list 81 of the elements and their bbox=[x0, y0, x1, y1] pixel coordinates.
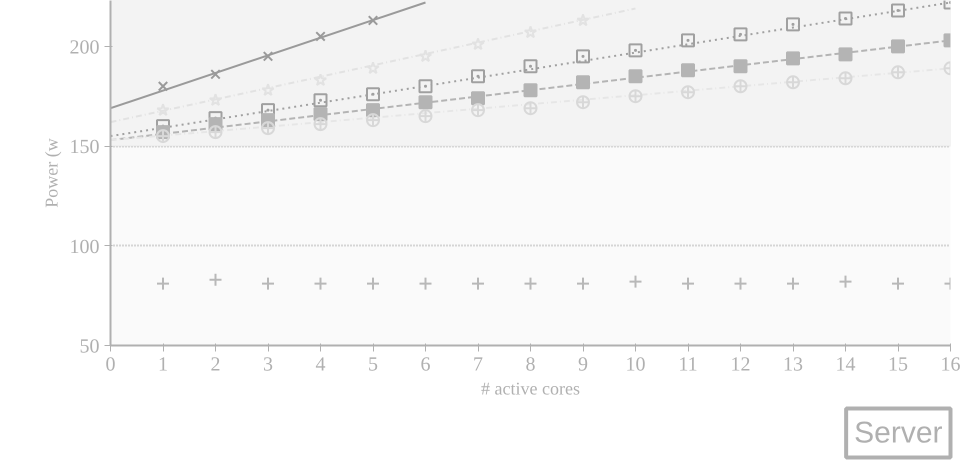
x-tick-label: 9 bbox=[578, 354, 588, 376]
x-axis-title: # active cores bbox=[481, 378, 580, 398]
point bbox=[576, 95, 590, 110]
point bbox=[366, 87, 380, 102]
point bbox=[628, 274, 642, 289]
point bbox=[838, 71, 852, 86]
point bbox=[471, 69, 485, 84]
point bbox=[681, 33, 695, 48]
point bbox=[156, 129, 170, 144]
point bbox=[366, 276, 380, 291]
y-tick-label: 150 bbox=[70, 136, 100, 158]
point bbox=[418, 79, 432, 94]
x-tick-label: 11 bbox=[678, 354, 698, 376]
point bbox=[786, 75, 800, 90]
x-tick-label: 4 bbox=[316, 354, 326, 376]
point bbox=[891, 39, 905, 54]
point bbox=[838, 11, 852, 26]
point bbox=[786, 51, 800, 66]
point bbox=[734, 27, 748, 42]
point bbox=[366, 113, 380, 128]
x-tick-label: 10 bbox=[626, 354, 646, 376]
point bbox=[368, 15, 378, 26]
point bbox=[734, 276, 748, 291]
point bbox=[838, 274, 852, 289]
point bbox=[156, 276, 170, 291]
point bbox=[418, 95, 432, 110]
point bbox=[681, 85, 695, 100]
x-tick-label: 12 bbox=[730, 354, 750, 376]
point bbox=[261, 276, 275, 291]
x-tick-label: 3 bbox=[263, 354, 273, 376]
point bbox=[734, 59, 748, 74]
text: Server bbox=[854, 416, 943, 450]
point bbox=[786, 17, 800, 32]
point bbox=[681, 276, 695, 291]
point bbox=[208, 272, 222, 287]
point bbox=[158, 81, 168, 92]
point bbox=[576, 49, 590, 64]
x-tick-label: 8 bbox=[526, 354, 536, 376]
x-tick-label: 16 bbox=[940, 354, 960, 376]
point bbox=[524, 276, 538, 291]
point bbox=[734, 79, 748, 94]
point bbox=[471, 276, 485, 291]
x-tick-label: 6 bbox=[420, 354, 430, 376]
y-axis-title: Power (w bbox=[42, 138, 62, 208]
point bbox=[891, 65, 905, 80]
x-tick-label: 0 bbox=[106, 354, 116, 376]
point bbox=[210, 69, 221, 80]
point bbox=[314, 117, 328, 132]
point bbox=[262, 51, 274, 62]
point bbox=[524, 59, 538, 74]
y-tick-label: 100 bbox=[70, 236, 100, 258]
point bbox=[891, 3, 905, 18]
point bbox=[786, 276, 800, 291]
point bbox=[891, 276, 905, 291]
point bbox=[418, 276, 432, 291]
point bbox=[681, 63, 695, 78]
x-tick-label: 15 bbox=[888, 354, 908, 376]
point bbox=[524, 101, 538, 116]
point bbox=[261, 121, 275, 136]
x-tick-label: 2 bbox=[210, 354, 220, 376]
point bbox=[628, 43, 642, 58]
point bbox=[576, 75, 590, 90]
point bbox=[314, 276, 328, 291]
y-tick-label: 200 bbox=[70, 36, 100, 58]
point bbox=[314, 93, 328, 108]
point bbox=[524, 83, 538, 98]
point bbox=[838, 47, 852, 62]
x-tick-label: 5 bbox=[368, 354, 378, 376]
y-tick-label: 50 bbox=[80, 336, 100, 358]
point bbox=[471, 103, 485, 118]
point bbox=[628, 89, 642, 104]
point bbox=[418, 109, 432, 124]
x-tick-label: 13 bbox=[783, 354, 803, 376]
point bbox=[208, 125, 222, 140]
x-tick-label: 1 bbox=[158, 354, 168, 376]
x-tick-label: 14 bbox=[836, 354, 856, 376]
x-tick-label: 7 bbox=[473, 354, 483, 376]
point bbox=[471, 91, 485, 106]
point bbox=[628, 69, 642, 84]
point bbox=[315, 31, 326, 42]
point bbox=[576, 276, 590, 291]
